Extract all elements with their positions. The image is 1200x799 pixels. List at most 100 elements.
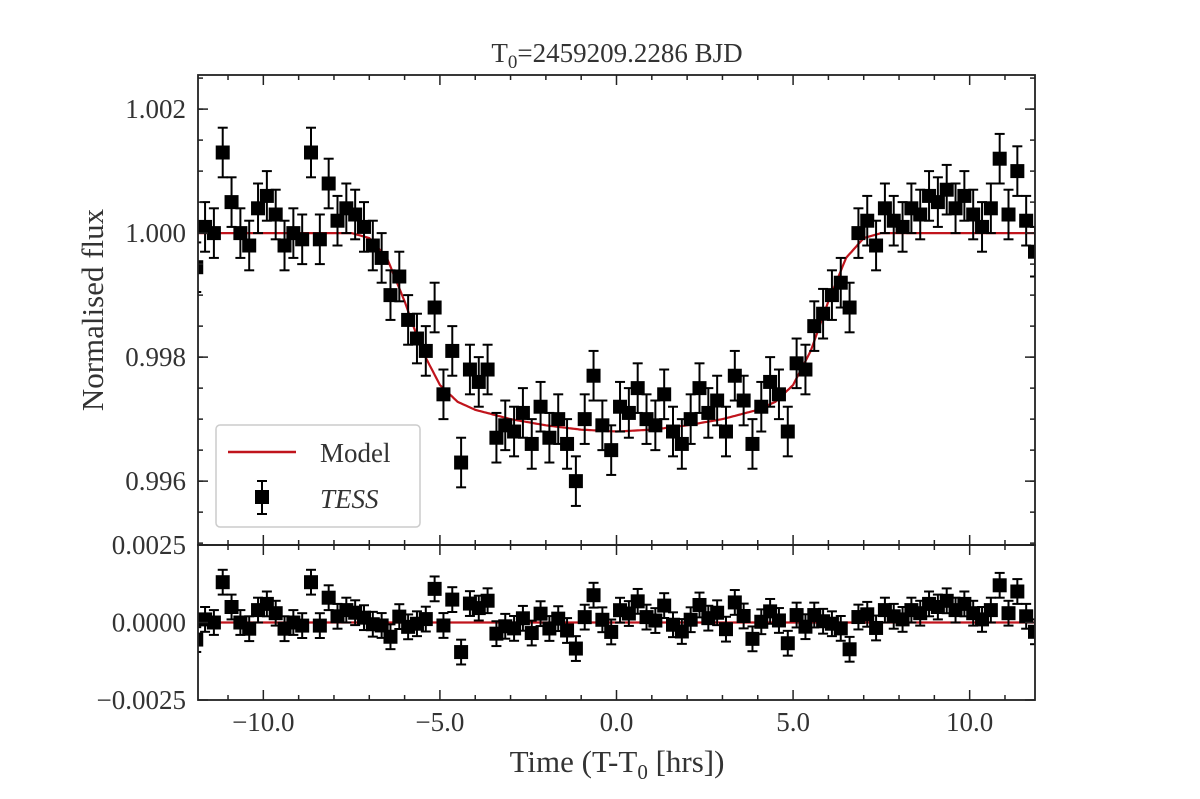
data-point-marker [330,213,345,228]
residual-point [983,596,998,624]
data-point-marker [692,597,707,612]
data-point-marker [621,405,636,420]
tess-data-point [1019,194,1034,247]
residual-point [418,605,433,633]
data-point-marker [1001,606,1016,621]
data-point-marker [595,612,610,627]
data-point-marker [206,615,221,630]
tess-data-point [445,325,460,377]
y-tick-label: 0.0000 [112,608,186,638]
residual-point [1001,599,1016,627]
data-point-marker [824,288,839,303]
residual-point [321,584,336,612]
data-point-marker [745,436,760,451]
data-point-marker [586,588,601,603]
tess-data-point [295,213,310,266]
data-point-marker [383,288,398,303]
tess-data-point [736,374,751,427]
data-point-marker [233,226,248,241]
tess-data-point [648,399,663,452]
data-point-marker [833,621,848,636]
chart-title: T0=2459209.2286 BJD [491,38,742,73]
data-point-marker [436,387,451,402]
data-point-marker [727,368,742,383]
data-point-marker [754,399,769,414]
residual-point [745,625,760,653]
residual-point [595,606,610,634]
data-point-marker [780,636,795,651]
data-point-marker [860,213,875,228]
data-point-marker [551,412,566,427]
tess-data-point [957,170,972,222]
data-point-marker [524,436,539,451]
data-point-marker [692,381,707,396]
tess-data-point [427,281,442,334]
data-point-marker [736,608,751,623]
residual-point [295,612,310,639]
residual-point [454,638,469,666]
data-point-marker [268,207,283,222]
tess-data-point [869,219,884,272]
data-point-marker [992,578,1007,593]
tess-data-point [277,219,292,272]
data-point-marker [674,624,689,639]
data-point-marker [842,642,857,657]
data-point-marker [727,595,742,610]
residual-point [304,568,319,596]
tess-data-point [224,176,239,228]
data-point-marker [789,608,804,623]
y-tick-label: 1.002 [125,94,186,124]
data-point-marker [666,424,681,439]
y-axis-label: Normalised flux [75,208,110,411]
data-point-marker [683,612,698,627]
residual-point [480,587,495,615]
residual-point [533,600,548,628]
data-point-marker [568,474,583,489]
data-point-marker [710,605,725,620]
tess-data-point [242,219,257,272]
data-point-marker [542,430,557,445]
data-point-marker [224,195,239,210]
data-point-marker [948,201,963,216]
data-point-marker [957,188,972,203]
data-point-marker [198,260,204,275]
data-point-marker [480,593,495,608]
data-point-marker [268,606,283,621]
data-point-marker [445,592,460,607]
data-point-marker [842,300,857,315]
tess-data-point [666,405,681,458]
data-point-marker [771,613,786,628]
residual-point [798,613,813,641]
tess-data-point [877,182,892,235]
tess-data-point [745,418,760,470]
data-point-marker [630,594,645,609]
data-point-marker [816,306,831,321]
tess-data-point [683,393,698,445]
data-point-marker [966,207,981,222]
residual-point [833,614,848,642]
data-point-marker [807,319,822,334]
data-point-marker [745,631,760,646]
tess-data-point [851,207,866,259]
tess-data-point [577,393,592,445]
data-point-marker [851,226,866,241]
data-point-marker [312,618,327,633]
tess-data-point [524,418,539,470]
tess-data-point [454,436,469,489]
data-point-marker [798,362,813,377]
data-point-marker [718,424,733,439]
tess-data-point [330,194,345,247]
residual-point [780,629,795,657]
residual-point [224,593,239,621]
data-point-marker [401,312,416,327]
data-point-marker [930,195,945,210]
data-point-marker [657,387,672,402]
y-tick-label: 0.998 [125,342,186,372]
tess-data-point [966,188,981,241]
residual-plot-area [198,568,1035,666]
data-point-marker [321,590,336,605]
tess-data-point [233,207,248,259]
flux-plot-area [198,126,1035,507]
residual-panel: 0.0025 0.0000 −0.0025 −10.0 −5.0 0.0 5.0 10.0 [97,530,1036,737]
